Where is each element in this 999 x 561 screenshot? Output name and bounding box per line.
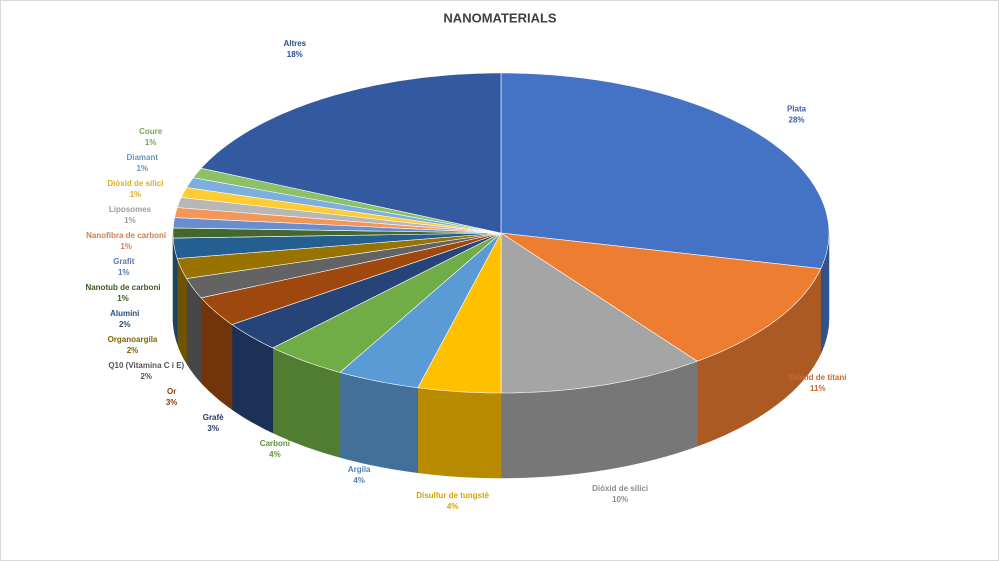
data-label-value: 1% <box>120 242 132 251</box>
data-label-name: Diòxid de silici <box>592 484 648 493</box>
slice <box>339 232 502 389</box>
slice <box>417 232 502 394</box>
slice <box>272 232 502 373</box>
slice <box>200 232 502 325</box>
data-label-name: Grafit <box>113 257 135 266</box>
data-label-name: Diòxid de titani <box>789 373 846 382</box>
data-label-value: 3% <box>207 424 219 433</box>
data-label-name: Nanofibra de carboni <box>86 231 166 240</box>
slice <box>500 232 698 394</box>
data-label-value: 3% <box>166 398 178 407</box>
data-label-name: Organoargila <box>108 335 158 344</box>
slice-side <box>339 372 419 474</box>
data-label-value: 1% <box>118 268 130 277</box>
data-label-name: Diòxid de silici <box>107 179 163 188</box>
data-label-name: Coure <box>139 127 163 136</box>
data-label-value: 1% <box>130 190 142 199</box>
data-label-name: Nanotub de carboni <box>85 283 160 292</box>
data-label-value: 1% <box>124 216 136 225</box>
data-label-name: Plata <box>787 105 807 114</box>
data-label-value: 2% <box>127 346 139 355</box>
slice <box>500 72 830 269</box>
slice <box>500 232 822 362</box>
data-label-value: 4% <box>269 450 281 459</box>
data-label-value: 11% <box>810 384 826 393</box>
slice <box>186 232 502 299</box>
slice <box>200 72 502 234</box>
slice-side <box>417 387 502 479</box>
data-label-value: 18% <box>287 50 303 59</box>
data-label-value: 1% <box>145 138 157 147</box>
slice <box>172 232 502 259</box>
data-label-value: 28% <box>789 116 805 125</box>
data-label-value: 2% <box>119 320 131 329</box>
data-label-name: Argila <box>348 465 371 474</box>
data-label-value: 1% <box>117 294 129 303</box>
data-label-name: Alumini <box>110 309 139 318</box>
data-label-value: 1% <box>136 164 148 173</box>
chart-title: NANOMATERIALS <box>443 10 556 25</box>
data-label-value: 2% <box>140 372 152 381</box>
data-label-name: Disulfur de tungstè <box>416 491 489 500</box>
slice <box>176 232 502 279</box>
data-label-name: Q10 (Vitamina C i E) <box>108 361 184 370</box>
data-label-name: Carboni <box>260 439 290 448</box>
data-label-value: 10% <box>612 495 628 504</box>
data-label-name: Diamant <box>126 153 158 162</box>
data-label-name: Grafè <box>203 413 224 422</box>
data-label-name: Liposomes <box>109 205 152 214</box>
data-label-value: 4% <box>447 502 459 511</box>
data-label-name: Or <box>167 387 176 396</box>
data-label-name: Altres <box>283 39 306 48</box>
slice <box>231 232 502 349</box>
data-label-value: 4% <box>353 476 365 485</box>
